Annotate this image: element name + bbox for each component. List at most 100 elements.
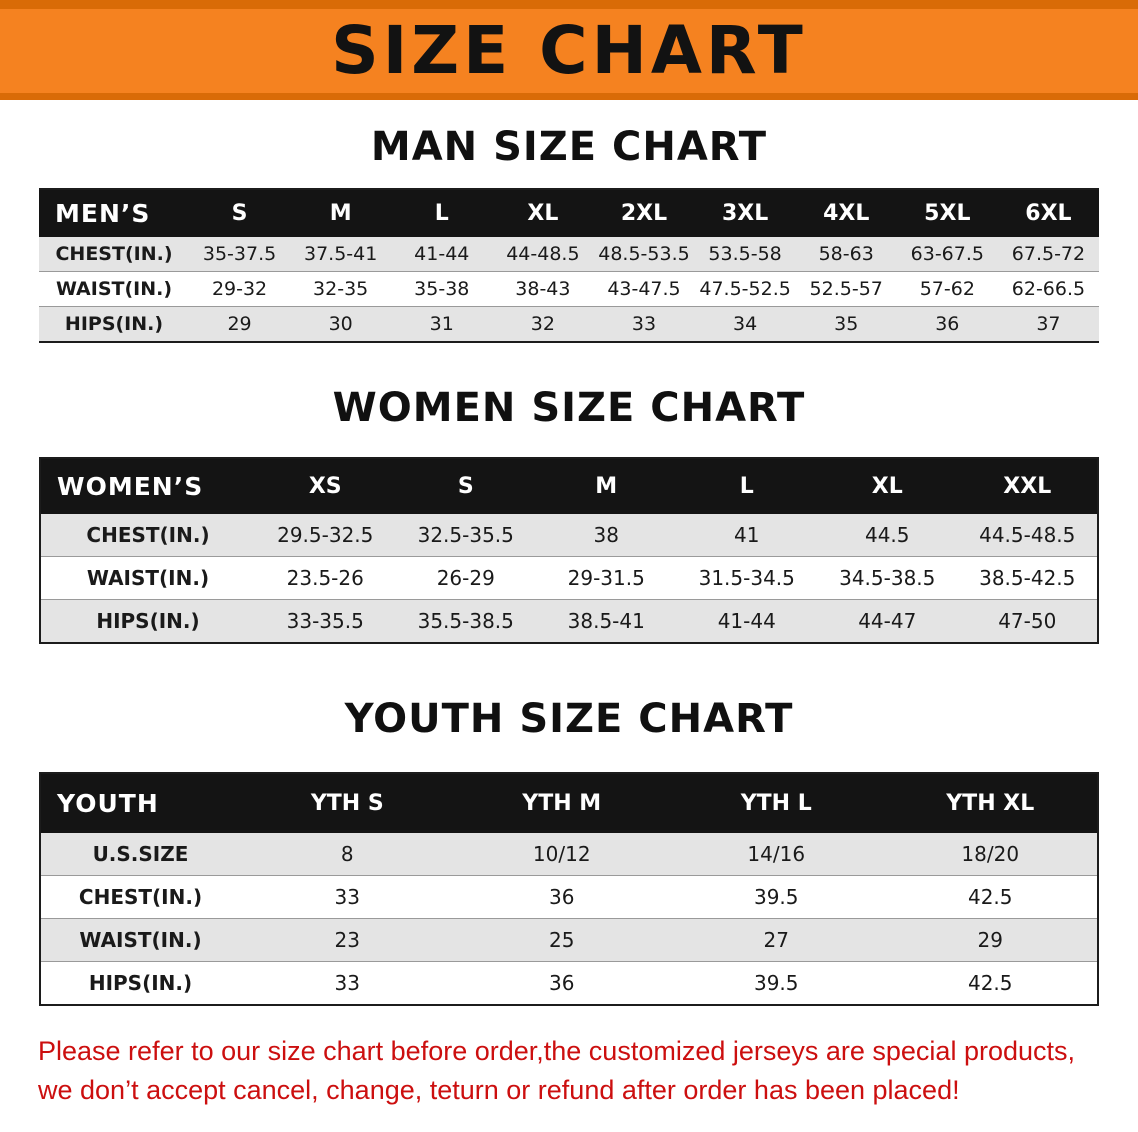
size-value: 8 [240, 833, 455, 876]
table-header-row: WOMEN’S XS S M L XL XXL [40, 458, 1098, 514]
table-header-row: YOUTH YTH S YTH M YTH L YTH XL [40, 773, 1098, 833]
size-value: 36 [454, 961, 669, 1006]
size-column-header: YTH L [669, 773, 884, 833]
size-value: 29 [189, 306, 291, 343]
table-row: U.S.SIZE 8 10/12 14/16 18/20 [40, 833, 1098, 876]
table-corner-label: MEN’S [39, 189, 189, 237]
disclaimer-line-2: we don’t accept cancel, change, teturn o… [38, 1075, 960, 1106]
size-value: 37 [997, 306, 1099, 343]
size-column-header: YTH XL [883, 773, 1098, 833]
size-value: 42.5 [883, 875, 1098, 919]
size-column-header: XS [255, 458, 396, 514]
size-value: 44-48.5 [492, 237, 594, 272]
women-size-chart-section: WOMEN SIZE CHART WOMEN’S XS S M L XL XXL CHEST(… [0, 385, 1138, 644]
size-value: 57-62 [896, 271, 998, 307]
size-column-header: XL [817, 458, 958, 514]
size-column-header: 6XL [997, 189, 1099, 237]
size-value: 41-44 [676, 599, 817, 644]
size-value: 33 [240, 961, 455, 1006]
table-row: HIPS(IN.) 33 36 39.5 42.5 [40, 961, 1098, 1006]
size-value: 35 [795, 306, 897, 343]
size-value: 10/12 [454, 833, 669, 876]
size-value: 31 [391, 306, 493, 343]
size-value: 44.5 [817, 514, 958, 557]
table-corner-label: YOUTH [40, 773, 240, 833]
size-value: 47.5-52.5 [694, 271, 796, 307]
size-value: 23.5-26 [255, 556, 396, 600]
size-value: 67.5-72 [997, 237, 1099, 272]
size-value: 29.5-32.5 [255, 514, 396, 557]
table-row: CHEST(IN.) 35-37.5 37.5-41 41-44 44-48.5 48.5… [39, 237, 1099, 272]
size-value: 52.5-57 [795, 271, 897, 307]
size-value: 38.5-42.5 [957, 556, 1098, 600]
size-column-header: L [391, 189, 493, 237]
size-value: 30 [290, 306, 392, 343]
size-value: 14/16 [669, 833, 884, 876]
size-value: 36 [454, 875, 669, 919]
row-label: HIPS(IN.) [40, 599, 255, 644]
size-value: 35.5-38.5 [395, 599, 536, 644]
size-column-header: XL [492, 189, 594, 237]
disclaimer-line-1: Please refer to our size chart before or… [38, 1036, 1076, 1066]
size-column-header: M [290, 189, 392, 237]
size-column-header: S [395, 458, 536, 514]
size-column-header: M [536, 458, 677, 514]
size-column-header: 3XL [694, 189, 796, 237]
table-row: CHEST(IN.) 29.5-32.5 32.5-35.5 38 41 44.5 44.5… [40, 514, 1098, 557]
size-value: 34 [694, 306, 796, 343]
table-corner-label: WOMEN’S [40, 458, 255, 514]
size-column-header: 2XL [593, 189, 695, 237]
size-value: 38 [536, 514, 677, 557]
size-value: 39.5 [669, 875, 884, 919]
size-value: 36 [896, 306, 998, 343]
size-value: 29-31.5 [536, 556, 677, 600]
size-column-header: 5XL [896, 189, 998, 237]
size-value: 44.5-48.5 [957, 514, 1098, 557]
size-value: 38.5-41 [536, 599, 677, 644]
size-value: 47-50 [957, 599, 1098, 644]
man-size-chart-heading: MAN SIZE CHART [370, 124, 768, 170]
row-label: CHEST(IN.) [39, 237, 189, 272]
size-value: 33 [593, 306, 695, 343]
size-value: 25 [454, 918, 669, 962]
size-value: 35-37.5 [189, 237, 291, 272]
size-value: 27 [669, 918, 884, 962]
mens-size-table: MEN’S S M L XL 2XL 3XL 4XL 5XL 6XL CHEST(IN.) 35-37… [39, 188, 1099, 343]
size-value: 38-43 [492, 271, 594, 307]
size-column-header: XXL [957, 458, 1098, 514]
size-value: 44-47 [817, 599, 958, 644]
size-value: 62-66.5 [997, 271, 1099, 307]
size-value: 32-35 [290, 271, 392, 307]
table-header-row: MEN’S S M L XL 2XL 3XL 4XL 5XL 6XL [39, 189, 1099, 237]
size-value: 42.5 [883, 961, 1098, 1006]
row-label: HIPS(IN.) [40, 961, 240, 1006]
row-label: CHEST(IN.) [40, 875, 240, 919]
size-column-header: L [676, 458, 817, 514]
row-label: HIPS(IN.) [39, 306, 189, 343]
size-column-header: 4XL [795, 189, 897, 237]
row-label: CHEST(IN.) [40, 514, 255, 557]
size-value: 43-47.5 [593, 271, 695, 307]
size-value: 18/20 [883, 833, 1098, 876]
table-row: CHEST(IN.) 33 36 39.5 42.5 [40, 875, 1098, 919]
size-value: 35-38 [391, 271, 493, 307]
size-column-header: S [189, 189, 291, 237]
table-row: HIPS(IN.) 33-35.5 35.5-38.5 38.5-41 41-44 44-… [40, 599, 1098, 644]
size-value: 53.5-58 [694, 237, 796, 272]
row-label: WAIST(IN.) [39, 271, 189, 307]
table-row: WAIST(IN.) 23.5-26 26-29 29-31.5 31.5-34.5 34… [40, 556, 1098, 600]
womens-size-table: WOMEN’S XS S M L XL XXL CHEST(IN.) 29.5-32.5 32.5… [39, 457, 1099, 644]
row-label: WAIST(IN.) [40, 556, 255, 600]
row-label: U.S.SIZE [40, 833, 240, 876]
size-value: 31.5-34.5 [676, 556, 817, 600]
size-value: 29 [883, 918, 1098, 962]
size-value: 37.5-41 [290, 237, 392, 272]
man-size-chart-section: MAN SIZE CHART MEN’S S M L XL 2XL 3XL 4XL 5XL 6XL… [0, 124, 1138, 343]
table-row: HIPS(IN.) 29 30 31 32 33 34 35 36 37 [39, 306, 1099, 343]
size-value: 39.5 [669, 961, 884, 1006]
size-column-header: YTH S [240, 773, 455, 833]
table-row: WAIST(IN.) 29-32 32-35 35-38 38-43 43-47.5 47.… [39, 271, 1099, 307]
size-column-header: YTH M [454, 773, 669, 833]
page-title: SIZE CHART [331, 12, 807, 89]
